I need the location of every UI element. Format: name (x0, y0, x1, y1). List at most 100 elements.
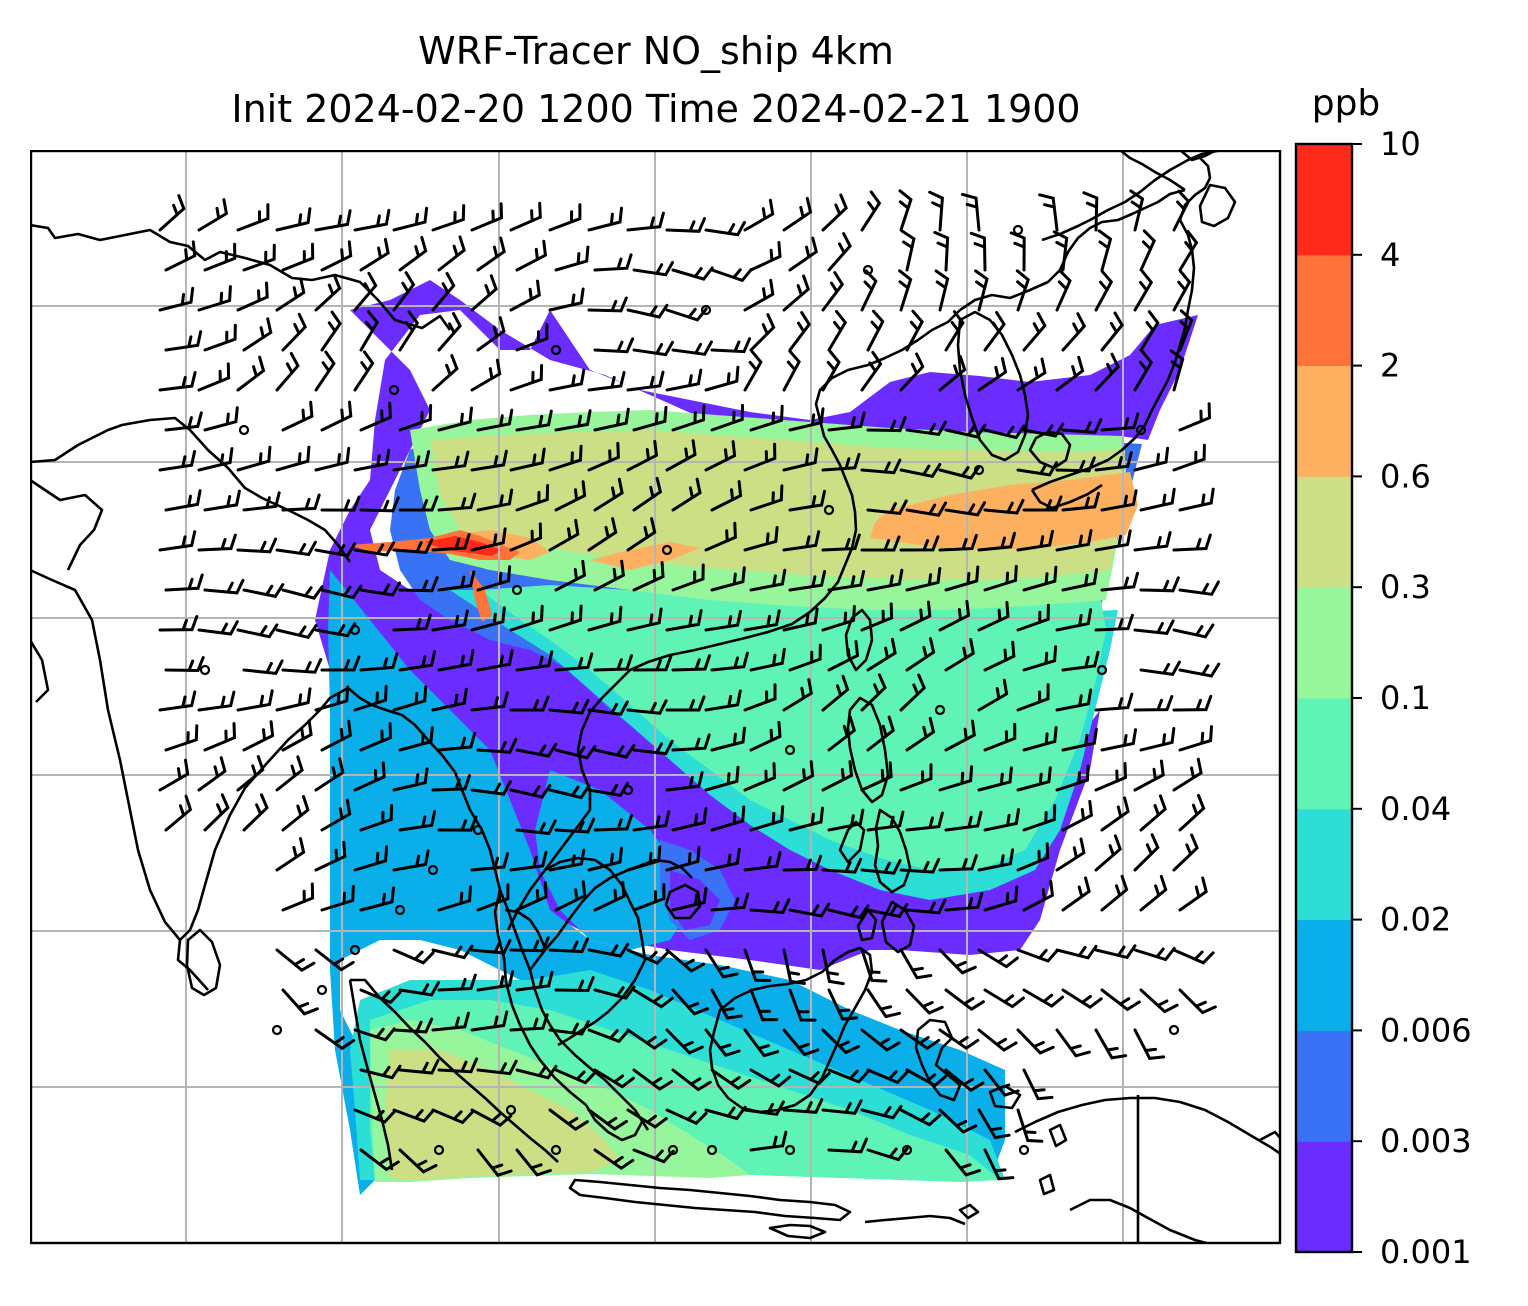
wind-barb (1172, 189, 1191, 232)
wind-barb (1094, 1028, 1128, 1060)
wind-barb (554, 744, 597, 760)
wind-barb (898, 269, 913, 312)
wind-barb (1055, 944, 1098, 960)
wind-barb (158, 530, 197, 552)
wind-barb (1169, 349, 1185, 392)
wind-barb (782, 447, 819, 472)
wind-barb (782, 196, 813, 232)
wind-barb (353, 208, 391, 232)
wind-barb (392, 271, 416, 312)
wind-barb (1172, 694, 1213, 712)
wind-barb (749, 647, 786, 672)
wind-barb (1055, 269, 1072, 312)
calm-wind-marker (1018, 1144, 1030, 1156)
wind-barb (1178, 662, 1221, 678)
wind-barb (392, 450, 431, 472)
wind-barb (437, 973, 477, 992)
wind-barb (431, 687, 468, 712)
wind-barb (632, 561, 665, 592)
wind-barb (281, 400, 314, 432)
wind-barb (275, 624, 318, 639)
wind-barb (782, 1028, 820, 1057)
wind-barb (587, 1028, 630, 1044)
wind-barb (788, 988, 817, 1022)
wind-barb (158, 371, 197, 392)
wind-barb (710, 892, 750, 912)
wind-barb (944, 810, 983, 832)
calm-wind-marker (238, 424, 250, 436)
wind-barb (710, 988, 743, 1020)
wind-barb (398, 726, 434, 752)
wind-barb (1100, 489, 1138, 512)
wind-barb (515, 819, 557, 836)
wind-barb (281, 242, 315, 272)
wind-barb (1016, 1028, 1055, 1055)
wind-barb (977, 678, 1009, 712)
wind-barb (626, 948, 669, 965)
wind-barb (944, 501, 986, 517)
wind-barb (905, 898, 947, 915)
wind-barb (1061, 418, 1103, 434)
wind-barb (1172, 948, 1215, 965)
colorbar-unit-label: ppb (1312, 83, 1381, 124)
wind-barb (392, 613, 432, 632)
wind-barb (626, 699, 668, 715)
wind-barb (866, 499, 908, 516)
wind-barb (1129, 189, 1145, 232)
wind-barb (626, 845, 662, 872)
wind-barb (866, 903, 909, 919)
wind-barb (476, 1059, 518, 1076)
wind-barb (1172, 833, 1199, 872)
wind-barb (782, 678, 813, 712)
wind-barb (944, 423, 987, 439)
wind-barb (983, 498, 1025, 515)
wind-barb (944, 1068, 985, 1093)
colorbar-band (1296, 1030, 1352, 1142)
wind-barb (665, 217, 706, 233)
wind-barb (314, 840, 347, 872)
wind-barb (710, 726, 746, 752)
wind-barb (749, 988, 779, 1022)
wind-barb (236, 755, 265, 792)
wind-barb (1055, 837, 1086, 872)
wind-barb (860, 535, 901, 552)
wind-barb (197, 756, 227, 792)
wind-barb (1016, 529, 1054, 552)
wind-barb (632, 883, 666, 912)
wind-barb (749, 898, 791, 914)
wind-barb (827, 570, 866, 592)
wind-barb (548, 784, 591, 800)
wind-barb (899, 1028, 941, 1051)
wind-barb (431, 1108, 474, 1125)
wind-barb (470, 1010, 509, 1032)
wind-barb (509, 447, 546, 472)
wind-barb (353, 1108, 396, 1124)
wind-barb (158, 615, 199, 632)
wind-barb (281, 658, 323, 674)
wind-barb (665, 948, 706, 973)
colorbar-frame (1294, 142, 1354, 1254)
wind-barb (554, 480, 587, 512)
wind-barb (671, 477, 702, 512)
wind-barb (632, 340, 674, 357)
wind-barb (359, 988, 402, 1005)
wind-barb (899, 948, 933, 980)
wind-barb (866, 309, 885, 352)
colorbar-tick-label: 0.1 (1380, 679, 1431, 717)
wind-barb (509, 604, 544, 632)
wind-barb (320, 495, 361, 512)
colorbar-tick-label: 0.3 (1380, 568, 1431, 606)
wind-barb (1100, 728, 1137, 752)
wind-barb (470, 527, 507, 552)
wind-barb (866, 416, 907, 433)
wind-barb (353, 845, 389, 872)
wind-barb (470, 358, 502, 392)
wind-barb (359, 804, 394, 832)
wind-barb (977, 1028, 1018, 1052)
wind-barb (905, 420, 947, 437)
wind-barb (710, 651, 749, 672)
wind-barb (928, 190, 944, 232)
wind-barb (1178, 487, 1215, 512)
wind-barb (827, 640, 860, 672)
wind-barb (548, 1020, 590, 1036)
